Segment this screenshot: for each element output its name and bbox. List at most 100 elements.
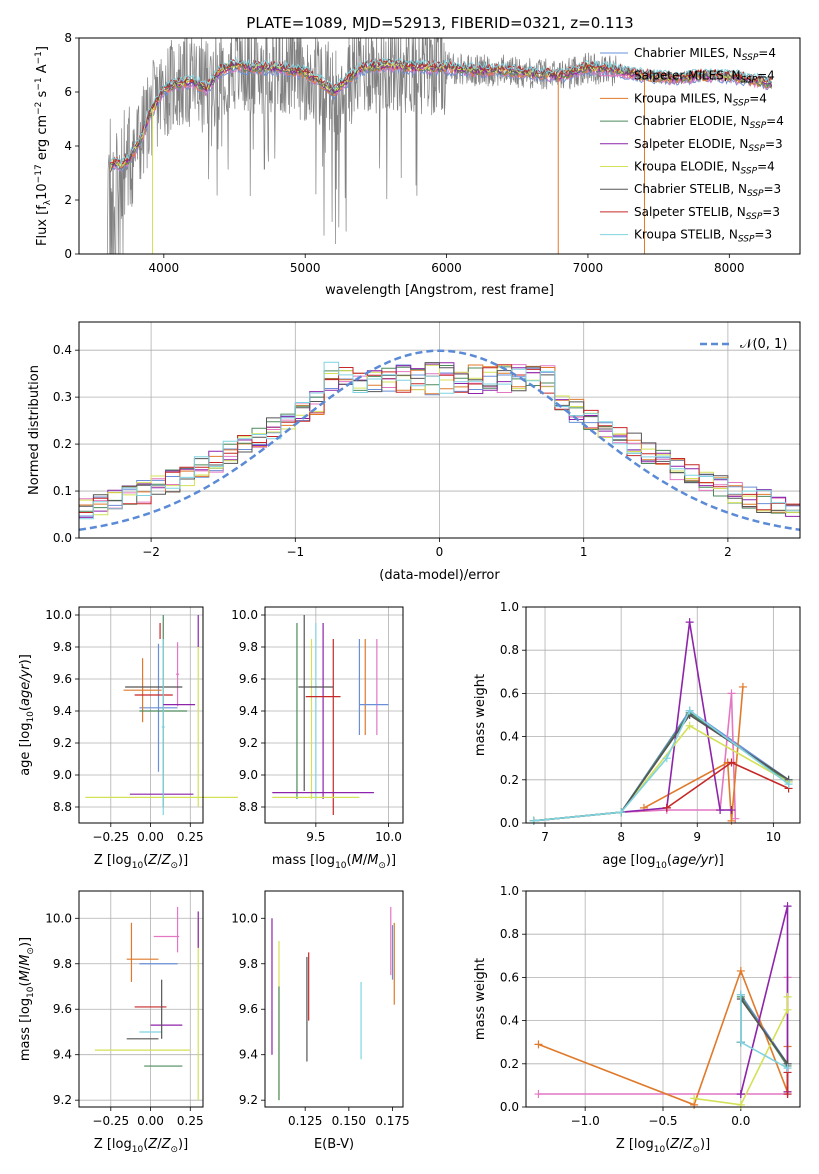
weight-marker	[534, 1090, 543, 1099]
y-axis-label: mass weight	[473, 674, 488, 756]
weight-marker	[716, 806, 725, 815]
weight-line	[533, 711, 790, 822]
age-Z-panel: −0.25 0.00 0.25 8.8 9.0 9.2 9.4 9.6 9.8 10.0 Z [lo…	[18, 606, 238, 871]
x-tick-label: 0.00	[137, 830, 164, 844]
weight-marker	[727, 758, 736, 767]
y-axis-label: mass [log10(M/M⊙)]	[18, 937, 36, 1061]
residual-histogram	[78, 364, 801, 538]
legend-label: Kroupa MILES, NSSP=4	[634, 91, 767, 108]
y-tick-label: 0.6	[500, 686, 519, 700]
x-tick-label: 0.25	[177, 830, 204, 844]
residuals-panel: −2 −1 0 1 2 0.0 0.1 0.2 0.3 0.4 (data-model)/error…	[27, 321, 801, 583]
x-tick-label: 0	[436, 545, 444, 559]
x-tick-label: 0.00	[137, 1114, 164, 1128]
weight-line	[533, 724, 789, 822]
residual-histogram	[78, 361, 801, 538]
model-spectrum-line	[109, 56, 772, 166]
y-tick-label: 0.2	[53, 437, 72, 451]
y-tick-label: 4	[64, 139, 72, 153]
weight-marker	[685, 618, 694, 627]
weight-marker	[617, 808, 626, 817]
legend-label: Salpeter ELODIE, NSSP=3	[634, 137, 783, 154]
weight-line	[740, 996, 789, 1065]
y-tick-label: 0.4	[500, 1014, 519, 1028]
weight-marker	[784, 780, 793, 789]
legend-label: Salpeter STELIB, NSSP=3	[634, 205, 780, 222]
y-tick-label: 9.2	[53, 736, 72, 750]
weight-marker	[738, 682, 747, 691]
x-tick-label: 0.175	[375, 1114, 409, 1128]
y-tick-label: 0.1	[53, 484, 72, 498]
massweight-age-panel: 7 8 9 10 0.0 0.2 0.4 0.6 0.8 1.0 age [log10(age/yr…	[473, 600, 801, 871]
y-tick-label: 8.8	[53, 800, 72, 814]
legend-label: Salpeter MILES, NSSP=4	[634, 69, 775, 86]
age-mass-panel: 9.5 10.0 8.8 9.0 9.2 9.4 9.6 9.8 10.0 mass [log10…	[231, 606, 404, 871]
weight-line	[533, 713, 790, 822]
weight-line	[533, 709, 790, 822]
legend-label: Kroupa ELODIE, NSSP=4	[634, 160, 775, 177]
axes-frame	[264, 890, 404, 1108]
mass-EBV-panel: 0.125 0.150 0.175 9.2 9.4 9.6 9.8 10.0 E(B-V)	[231, 890, 410, 1152]
y-tick-label: 9.4	[239, 704, 258, 718]
weight-marker	[783, 1064, 792, 1073]
y-tick-label: 8	[64, 31, 72, 45]
x-tick-label: 10	[766, 830, 781, 844]
y-axis-label: Flux [fλ10−17 erg cm−2 s−1 A−1]	[34, 46, 53, 246]
y-tick-label: 9.0	[239, 768, 258, 782]
y-tick-label: 0.0	[500, 1100, 519, 1114]
y-tick-label: 10.0	[231, 608, 258, 622]
x-tick-label: 0.0	[731, 1114, 750, 1128]
weight-marker	[685, 706, 694, 715]
x-tick-label: 2	[724, 545, 732, 559]
weight-marker	[783, 1005, 792, 1014]
y-tick-label: 2	[64, 193, 72, 207]
weight-marker	[685, 721, 694, 730]
weight-marker	[662, 803, 671, 812]
weight-line	[643, 686, 744, 821]
y-tick-label: 9.2	[239, 736, 258, 750]
y-tick-label: 0.6	[500, 970, 519, 984]
axes-frame	[264, 606, 404, 824]
x-tick-label: −0.5	[648, 1114, 677, 1128]
x-tick-label: 7	[541, 830, 549, 844]
y-tick-label: 10.0	[231, 911, 258, 925]
weight-marker	[662, 754, 671, 763]
x-tick-label: 8000	[714, 261, 745, 275]
figure-title: PLATE=1089, MJD=52913, FIBERID=0321, z=0…	[246, 14, 633, 32]
x-axis-label: Z [log10(Z/Z⊙)]	[94, 1137, 188, 1155]
spectrum-panel: 4000 5000 6000 7000 8000 0 2 4 6 8 wavelength [Ang…	[34, 31, 801, 298]
spectrum-plot	[106, 38, 773, 254]
y-tick-label: 10.0	[45, 608, 72, 622]
x-axis-label: (data-model)/error	[379, 568, 500, 583]
y-tick-label: 0.8	[500, 927, 519, 941]
x-tick-label: −1	[286, 545, 304, 559]
weight-line	[621, 621, 732, 813]
axes-frame	[525, 606, 801, 824]
weight-marker	[736, 990, 745, 999]
legend-label: 𝒩(0, 1)	[740, 337, 787, 352]
weight-marker	[736, 1090, 745, 1099]
weight-marker	[736, 1100, 745, 1109]
legend-label: Chabrier ELODIE, NSSP=4	[634, 114, 784, 131]
weight-marker	[783, 992, 792, 1001]
y-tick-label: 0.0	[53, 531, 72, 545]
y-tick-label: 9.2	[53, 1093, 72, 1107]
x-axis-label: Z [log10(Z/Z⊙)]	[616, 1137, 710, 1155]
x-tick-label: −0.25	[92, 830, 129, 844]
x-tick-label: 1	[580, 545, 588, 559]
y-tick-label: 9.8	[53, 957, 72, 971]
y-tick-label: 9.8	[53, 640, 72, 654]
y-axis-label: Normed distribution	[27, 365, 42, 495]
y-tick-label: 9.6	[53, 1002, 72, 1016]
y-tick-label: 9.4	[53, 704, 72, 718]
x-tick-label: 0.150	[332, 1114, 366, 1128]
weight-marker	[736, 1038, 745, 1047]
y-tick-label: 8.8	[239, 800, 258, 814]
weight-line	[693, 996, 789, 1106]
weight-marker	[727, 689, 736, 698]
y-tick-label: 9.6	[53, 672, 72, 686]
weight-marker	[690, 1094, 699, 1103]
y-tick-label: 0.4	[500, 730, 519, 744]
y-tick-label: 6	[64, 85, 72, 99]
x-tick-label: 10.0	[375, 830, 402, 844]
